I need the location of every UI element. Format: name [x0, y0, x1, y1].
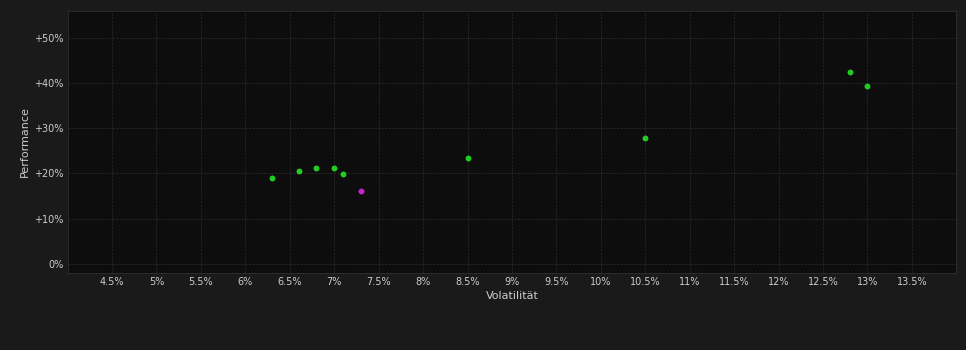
Point — [335, 172, 351, 177]
Point — [327, 166, 342, 171]
Point — [460, 155, 475, 161]
Y-axis label: Performance: Performance — [19, 106, 30, 177]
Point — [354, 188, 369, 194]
Point — [291, 168, 306, 174]
X-axis label: Volatilität: Volatilität — [486, 291, 538, 301]
Point — [309, 165, 325, 170]
Point — [860, 83, 875, 89]
Point — [638, 135, 653, 141]
Point — [842, 69, 858, 75]
Point — [265, 175, 280, 181]
